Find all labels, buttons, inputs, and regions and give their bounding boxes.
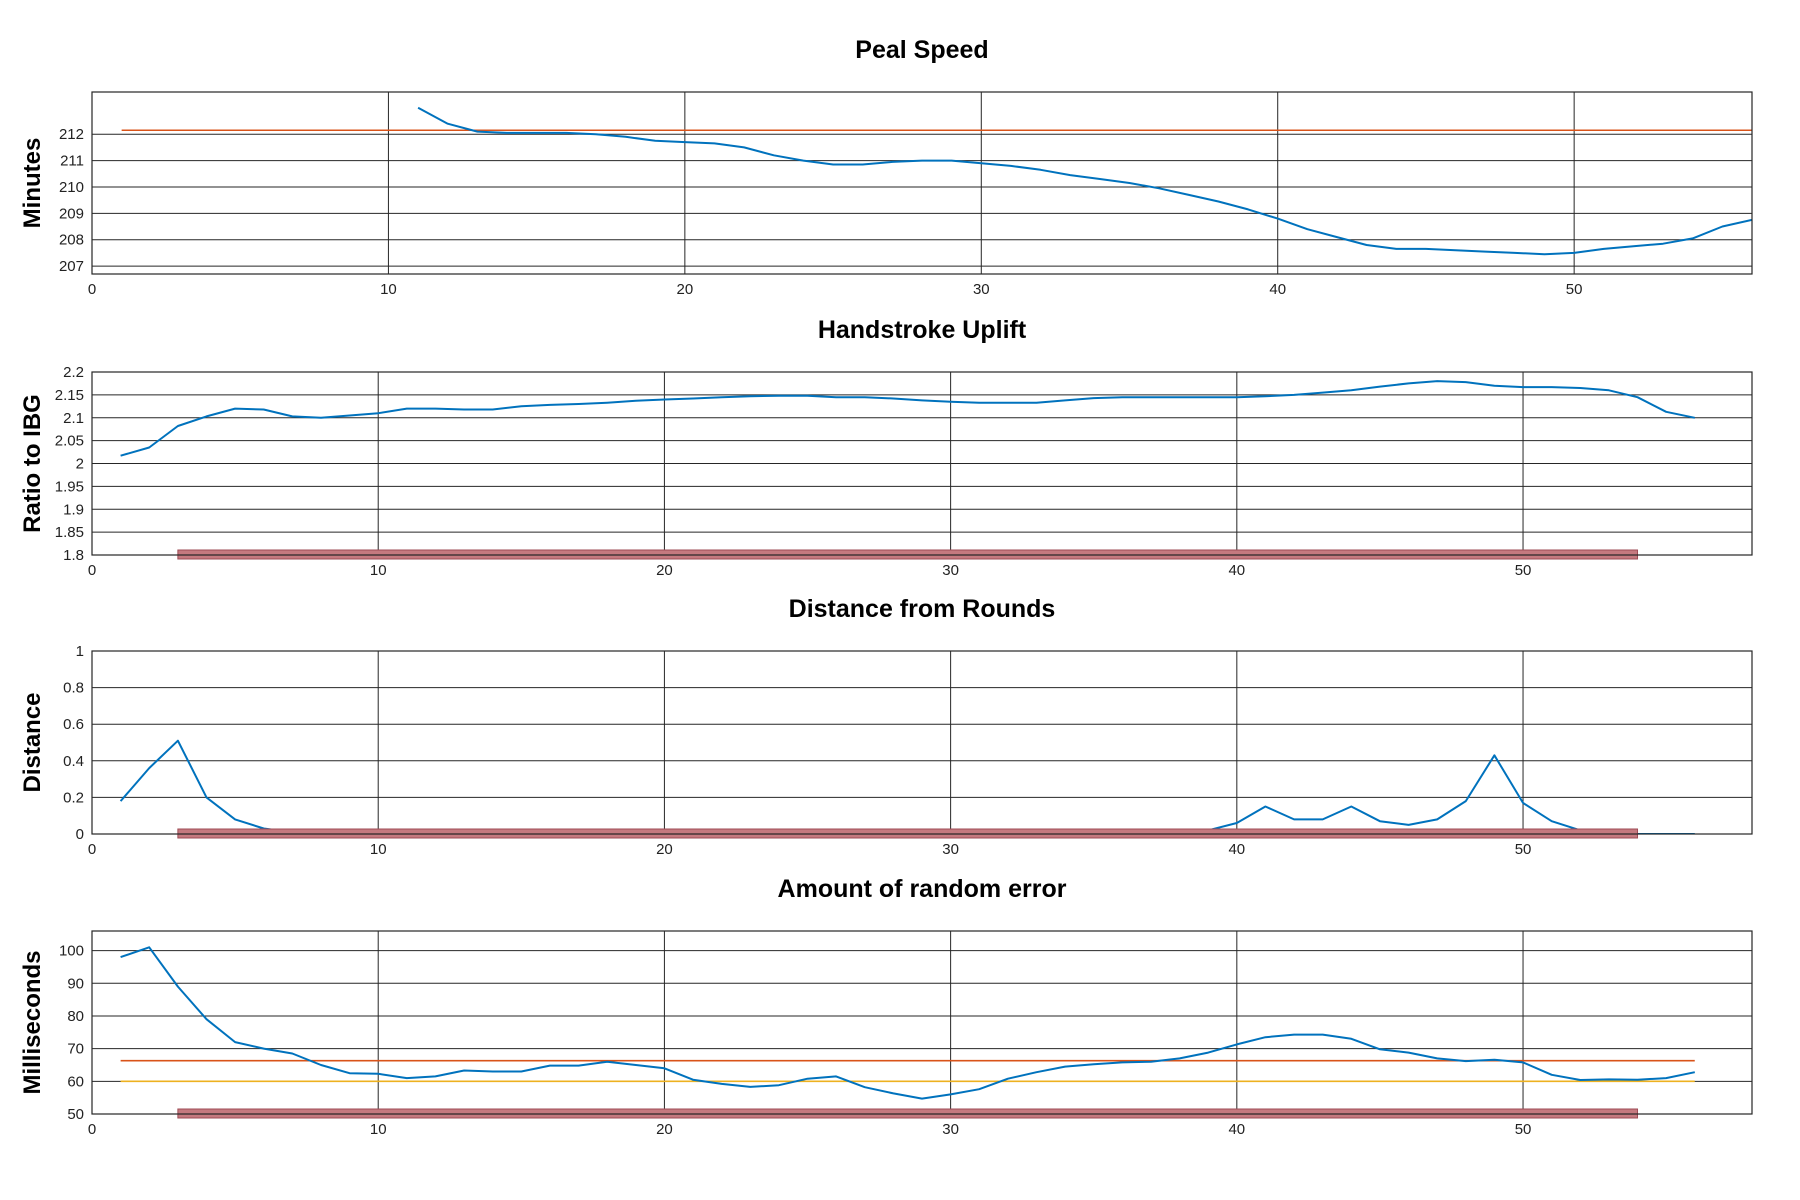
chart-title: Amount of random error (778, 875, 1067, 903)
y-tick-label: 0.4 (63, 753, 84, 770)
x-tick-label: 30 (942, 562, 959, 579)
y-tick-label: 207 (59, 258, 84, 275)
x-tick-label: 50 (1515, 1121, 1532, 1138)
x-tick-label: 20 (677, 281, 694, 298)
y-tick-label: 2.05 (55, 433, 84, 450)
chart-panel-4: 0 10 20 30 40 50 50 60 70 80 90 100 Amount of random… (19, 875, 1753, 1138)
x-tick-label: 10 (370, 841, 387, 858)
chart-title: Handstroke Uplift (818, 316, 1027, 344)
axes-box (91, 650, 1753, 835)
y-axis-label: Milliseconds (19, 950, 46, 1094)
plot-content (120, 946, 1696, 1100)
x-tick-label: 40 (1228, 562, 1245, 579)
series-line-1 (120, 380, 1696, 457)
plot-content (119, 739, 1695, 834)
axes-box (91, 91, 1753, 275)
x-tick-label: 40 (1228, 841, 1245, 858)
chart-title: Distance from Rounds (789, 595, 1056, 623)
x-tick-label: 0 (88, 562, 96, 579)
x-tick-label: 30 (942, 841, 959, 858)
x-tick-label: 0 (88, 1121, 96, 1138)
y-tick-label: 100 (59, 943, 84, 960)
x-tick-label: 0 (88, 841, 96, 858)
y-tick-label: 0.2 (63, 789, 84, 806)
axes-box (91, 371, 1753, 556)
y-tick-label: 80 (67, 1008, 84, 1025)
plot-content (120, 380, 1696, 457)
y-axis-label: Distance (19, 692, 46, 792)
plot-area (92, 92, 1752, 274)
series-line-1 (119, 739, 1695, 834)
y-tick-label: 212 (59, 126, 84, 143)
y-tick-label: 210 (59, 179, 84, 196)
x-tick-label: 20 (656, 562, 673, 579)
y-tick-label: 2 (76, 456, 84, 473)
x-tick-label: 20 (656, 841, 673, 858)
x-tick-label: 50 (1515, 562, 1532, 579)
x-tick-label: 40 (1269, 281, 1286, 298)
chart-panel-2: 0 10 20 30 40 50 1.8 1.85 1.9 1.95 2 2.05 2.1 2.15 2.2… (19, 316, 1753, 579)
x-tick-label: 20 (656, 1121, 673, 1138)
chart-panel-1: 0 10 20 30 40 50 207 208 209 210 211 212 Peal Speed M… (19, 36, 1753, 298)
y-tick-label: 1.8 (63, 547, 84, 564)
y-tick-label: 1.95 (55, 478, 84, 495)
y-tick-label: 1.9 (63, 501, 84, 518)
x-tick-label: 50 (1566, 281, 1583, 298)
series-line-1 (120, 946, 1696, 1100)
x-tick-label: 30 (942, 1121, 959, 1138)
y-axis-label: Ratio to IBG (19, 394, 46, 533)
y-tick-label: 209 (59, 205, 84, 222)
chart-panel-3: 0 10 20 30 40 50 0 0.2 0.4 0.6 0.8 1 Distance from R… (19, 595, 1753, 858)
x-tick-label: 10 (380, 281, 397, 298)
axes-box (91, 930, 1753, 1115)
x-tick-label: 10 (370, 1121, 387, 1138)
chart-title: Peal Speed (855, 36, 988, 64)
y-tick-label: 50 (67, 1106, 84, 1123)
series-line-1 (417, 106, 1752, 256)
y-tick-label: 1.85 (55, 524, 84, 541)
y-tick-label: 0 (76, 826, 84, 843)
x-tick-label: 10 (370, 562, 387, 579)
plot-area (92, 931, 1752, 1114)
y-tick-label: 211 (60, 153, 84, 170)
y-tick-label: 70 (67, 1041, 84, 1058)
y-tick-label: 60 (67, 1073, 84, 1090)
y-axis-label: Minutes (19, 138, 46, 229)
x-tick-label: 30 (973, 281, 990, 298)
x-tick-label: 40 (1228, 1121, 1245, 1138)
y-tick-label: 2.15 (55, 387, 84, 404)
y-tick-label: 0.6 (63, 716, 84, 733)
y-tick-label: 90 (67, 975, 84, 992)
y-tick-label: 1 (76, 643, 84, 660)
plot-content (121, 106, 1752, 256)
plot-area (92, 651, 1752, 834)
y-tick-label: 2.2 (63, 364, 84, 381)
y-tick-label: 2.1 (63, 410, 84, 427)
x-tick-label: 0 (88, 281, 96, 298)
y-tick-label: 208 (59, 232, 84, 249)
y-tick-label: 0.8 (63, 680, 84, 697)
x-tick-label: 50 (1515, 841, 1532, 858)
